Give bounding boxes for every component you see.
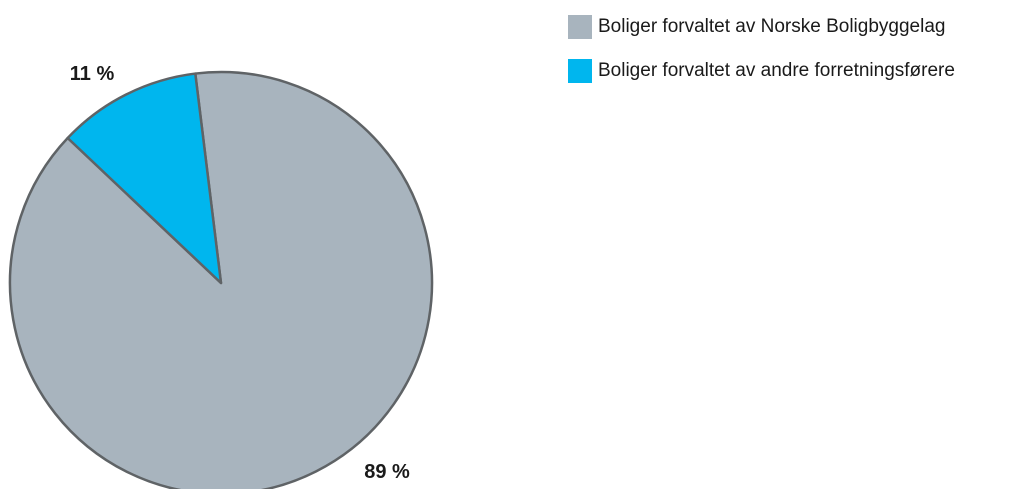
legend-label-andre-forretningsforere: Boliger forvaltet av andre forretningsfø…: [598, 60, 955, 81]
pie-slice-andre-forretningsforere: [66, 72, 223, 285]
slice-label-andre-forretningsforere: 11 %: [70, 63, 115, 85]
slice-label-norske-boligbyggelag: 89 %: [364, 461, 410, 483]
legend-swatch-andre-forretningsforere: [568, 59, 592, 83]
pie-slices: [8, 70, 434, 489]
pie-labels: 89 % 11 %: [70, 63, 410, 483]
legend: Boliger forvaltet av Norske Boligbyggela…: [568, 14, 955, 102]
legend-label-norske-boligbyggelag: Boliger forvaltet av Norske Boligbyggela…: [598, 16, 946, 37]
legend-item-andre-forretningsforere: Boliger forvaltet av andre forretningsfø…: [568, 58, 955, 84]
legend-item-norske-boligbyggelag: Boliger forvaltet av Norske Boligbyggela…: [568, 14, 955, 40]
legend-swatch-norske-boligbyggelag: [568, 15, 592, 39]
